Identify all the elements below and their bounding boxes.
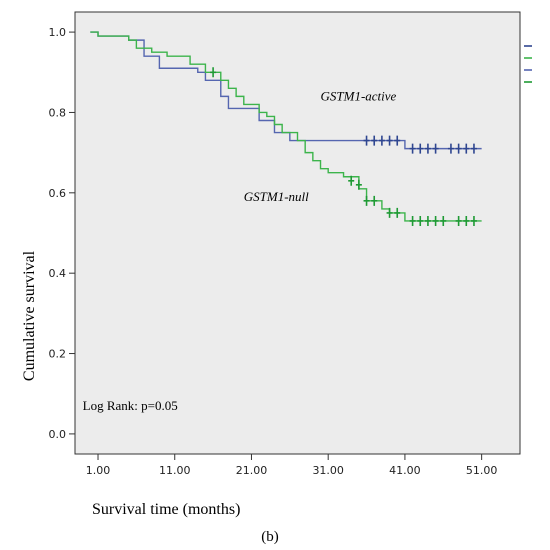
censor-mark-gstm1-null bbox=[432, 215, 439, 226]
annotations: GSTM1-active GSTM1-null Log Rank: p=0.05 bbox=[83, 88, 397, 412]
y-axis-title: Cumulative survival bbox=[21, 250, 38, 381]
x-tick-label: 21.00 bbox=[236, 464, 268, 477]
annotation: GSTM1-null bbox=[244, 189, 309, 204]
y-tick-label: 1.0 bbox=[49, 26, 67, 39]
censor-mark-gstm1-null bbox=[470, 215, 477, 226]
censor-mark-gstm1-active bbox=[455, 143, 462, 154]
y-tick-label: 0.6 bbox=[49, 187, 67, 200]
y-tick-label: 0.0 bbox=[49, 428, 67, 441]
censor-mark-gstm1-active bbox=[447, 143, 454, 154]
x-tick-label: 11.00 bbox=[159, 464, 191, 477]
censor-mark-gstm1-null bbox=[348, 175, 355, 186]
censor-mark-gstm1-active bbox=[409, 143, 416, 154]
censor-mark-gstm1-active bbox=[432, 143, 439, 154]
censor-mark-gstm1-active bbox=[378, 135, 385, 146]
panel-label: (b) bbox=[261, 529, 279, 545]
censor-mark-gstm1-null bbox=[210, 67, 217, 78]
y-tick-label: 0.4 bbox=[49, 267, 67, 280]
censor-mark-gstm1-null bbox=[386, 207, 393, 218]
censor-mark-gstm1-active bbox=[363, 135, 370, 146]
x-axis: 1.00 11.00 21.00 31.00 41.00 51.00 bbox=[86, 454, 498, 477]
annotation: GSTM1-active bbox=[321, 88, 397, 103]
censor-mark-gstm1-null bbox=[463, 215, 470, 226]
censor-mark-gstm1-active bbox=[424, 143, 431, 154]
censor-mark-gstm1-null bbox=[409, 215, 416, 226]
censor-mark-gstm1-null bbox=[355, 179, 362, 190]
y-tick-label: 0.2 bbox=[49, 348, 67, 361]
censor-mark-gstm1-active bbox=[463, 143, 470, 154]
censor-mark-gstm1-active bbox=[470, 143, 477, 154]
censor-mark-gstm1-null bbox=[363, 195, 370, 206]
series-layer bbox=[90, 31, 482, 226]
censor-mark-gstm1-active bbox=[394, 135, 401, 146]
censor-mark-gstm1-active bbox=[386, 135, 393, 146]
y-tick-label: 0.8 bbox=[49, 106, 67, 119]
series-line-gstm1-null bbox=[90, 31, 482, 222]
censor-mark-gstm1-null bbox=[424, 215, 431, 226]
censor-mark-gstm1-active bbox=[371, 135, 378, 146]
x-axis-title: Survival time (months) bbox=[92, 501, 240, 518]
censor-mark-gstm1-null bbox=[371, 195, 378, 206]
x-tick-label: 1.00 bbox=[86, 464, 111, 477]
censor-mark-gstm1-null bbox=[440, 215, 447, 226]
censor-mark-gstm1-null bbox=[417, 215, 424, 226]
plot-background bbox=[74, 11, 521, 455]
censor-mark-gstm1-null bbox=[394, 207, 401, 218]
censor-mark-gstm1-null bbox=[455, 215, 462, 226]
x-tick-label: 41.00 bbox=[389, 464, 421, 477]
x-tick-label: 31.00 bbox=[312, 464, 344, 477]
legend bbox=[524, 45, 532, 83]
y-axis: 0.0 0.2 0.4 0.6 0.8 1.0 bbox=[49, 26, 75, 441]
x-tick-label: 51.00 bbox=[466, 464, 498, 477]
annotation: Log Rank: p=0.05 bbox=[83, 398, 178, 413]
censor-mark-gstm1-active bbox=[417, 143, 424, 154]
